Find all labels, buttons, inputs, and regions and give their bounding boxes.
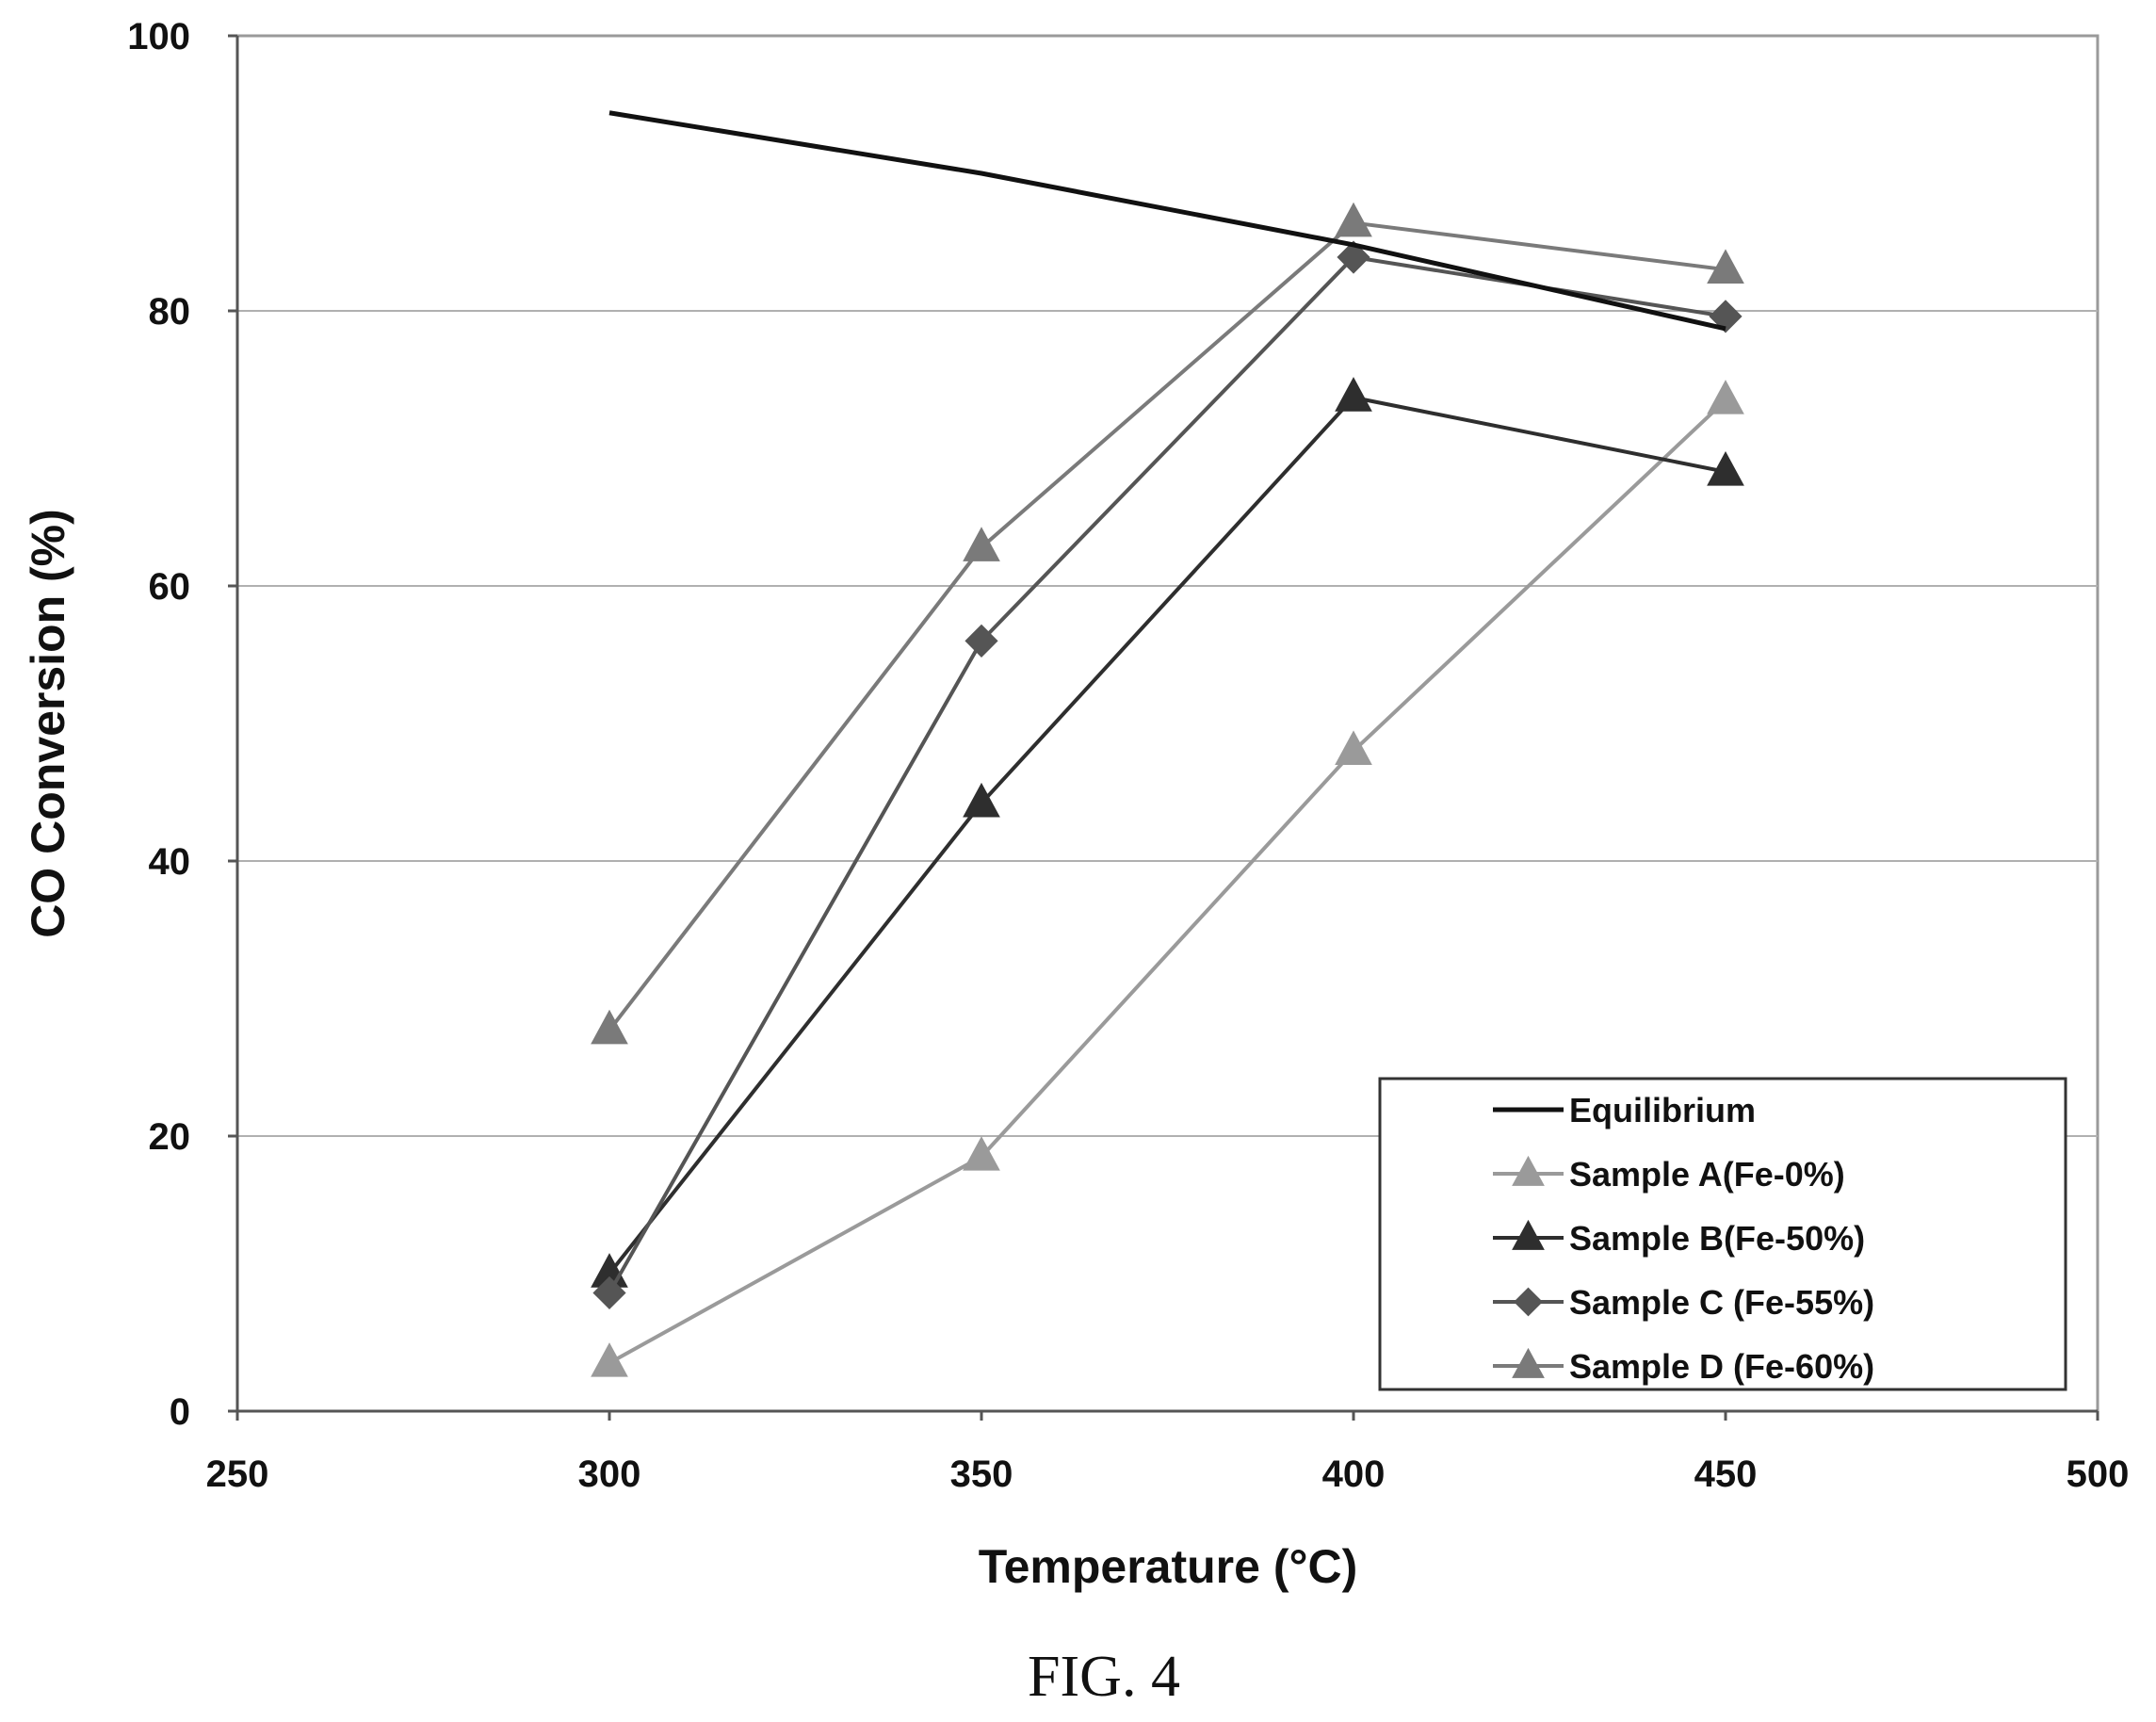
x-axis-ticks: 250 300 350 400 450 500 [206,1411,2130,1495]
data-point [963,782,1000,818]
legend-entry: Sample A(Fe-0%) [1493,1155,1845,1194]
legend-label: Sample D (Fe-60%) [1569,1347,1874,1386]
data-point [1335,730,1372,765]
x-tick-label: 500 [2067,1454,2130,1495]
series-4 [591,202,1744,1045]
legend-label: Sample A(Fe-0%) [1569,1155,1845,1194]
data-point [1335,202,1372,237]
x-tick-label: 350 [950,1454,1013,1495]
y-axis-ticks: 0 20 40 60 80 100 [127,16,237,1433]
x-axis-title: Temperature (°C) [979,1540,1357,1593]
data-point [1709,300,1743,333]
x-tick-label: 400 [1322,1454,1386,1495]
y-tick-label: 100 [127,16,190,57]
legend-swatch-marker [1512,1219,1545,1250]
y-tick-label: 40 [149,841,191,883]
data-point [1707,249,1744,284]
data-point [963,527,1000,561]
legend-swatch-marker [1514,1287,1543,1317]
x-tick-label: 450 [1694,1454,1758,1495]
data-point [1707,450,1744,486]
data-point [965,624,998,658]
data-point [1707,380,1744,414]
legend-swatch-marker [1512,1347,1545,1378]
y-tick-label: 80 [149,291,191,333]
series-line [608,398,1727,1365]
legend: Equilibrium Sample A(Fe-0%) Sample B(Fe-50… [1378,1077,2067,1391]
data-point [591,1009,628,1045]
x-tick-label: 250 [206,1454,269,1495]
series-line [608,395,1726,1275]
data-point [1337,240,1370,274]
axes [235,36,2098,1413]
figure-caption: FIG. 4 [1028,1645,1180,1709]
data-point [591,1342,628,1377]
y-tick-label: 0 [170,1391,190,1433]
legend-entry: Sample D (Fe-60%) [1493,1347,1874,1386]
legend-swatch-marker [1512,1155,1545,1186]
data-point [592,1275,626,1310]
y-tick-label: 20 [149,1116,191,1158]
series-1 [591,380,1744,1377]
series-0 [608,110,1726,332]
data-point [963,1136,1000,1171]
series-line [608,110,1726,332]
series-line [608,220,1726,1032]
legend-label: Equilibrium [1569,1091,1756,1129]
series-2 [591,377,1744,1288]
y-tick-label: 60 [149,566,191,608]
legend-entry: Sample B(Fe-50%) [1493,1219,1865,1258]
legend-entry: Sample C (Fe-55%) [1493,1283,1874,1322]
data-point [1335,377,1372,412]
series-layer [591,110,1744,1377]
legend-box [1378,1077,2067,1391]
legend-entry: Equilibrium [1493,1091,1756,1129]
x-tick-label: 300 [578,1454,641,1495]
legend-label: Sample B(Fe-50%) [1569,1219,1865,1258]
y-axis-title: CO Conversion (%) [22,509,74,938]
legend-label: Sample C (Fe-55%) [1569,1283,1874,1322]
